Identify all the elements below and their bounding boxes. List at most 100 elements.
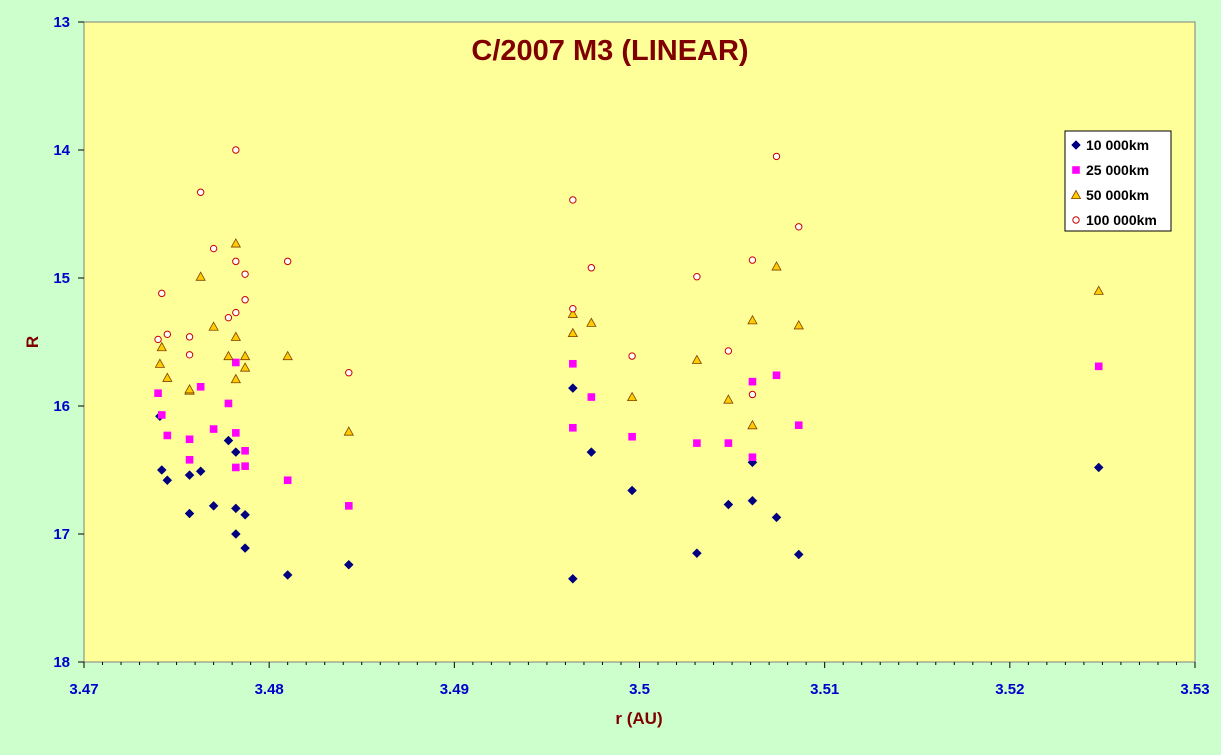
series-2	[154, 238, 1104, 436]
data-point	[230, 529, 241, 539]
x-tick-label: 3.47	[69, 681, 98, 698]
data-point	[196, 383, 205, 391]
x-tick-label: 3.53	[1180, 681, 1209, 698]
data-point	[771, 512, 782, 523]
y-tick-label: 17	[53, 526, 70, 543]
data-point	[184, 384, 195, 394]
y-axis-title: R	[23, 336, 42, 348]
data-point	[772, 152, 781, 161]
data-point	[241, 447, 249, 455]
data-point	[1094, 362, 1103, 371]
data-point	[209, 425, 218, 433]
x-tick-label: 3.51	[810, 681, 839, 698]
data-point	[232, 358, 240, 367]
x-tick-label: 3.48	[255, 681, 284, 698]
data-point	[282, 570, 293, 580]
data-point	[184, 508, 195, 519]
x-axis-title: r (AU)	[615, 709, 662, 728]
x-tick-label: 3.52	[995, 681, 1024, 698]
data-point	[282, 350, 293, 361]
data-point	[1093, 285, 1104, 295]
data-point	[195, 466, 206, 477]
data-point	[196, 188, 205, 196]
data-point	[241, 296, 249, 304]
data-point	[772, 371, 781, 380]
data-point	[692, 548, 702, 559]
data-point	[567, 327, 579, 338]
legend-label: 25 000km	[1086, 162, 1149, 178]
data-point	[567, 573, 578, 584]
data-point	[224, 313, 233, 322]
axis-ticks: 3.47 3.48 3.49 3.5 3.51 3.52 3.53 13 14 15 16 17 18	[53, 14, 1209, 698]
legend: 10 000km 25 000km 50 000km 100 000km	[1064, 130, 1172, 232]
data-point	[283, 257, 292, 266]
data-point	[223, 435, 234, 446]
data-point	[748, 453, 757, 461]
data-point	[185, 435, 194, 444]
data-point	[794, 421, 803, 429]
data-point	[586, 447, 597, 457]
data-point	[223, 350, 234, 361]
data-point	[586, 317, 597, 327]
data-point	[283, 476, 292, 485]
data-point	[154, 335, 162, 344]
data-point	[693, 273, 701, 281]
data-point	[747, 314, 758, 325]
data-point	[224, 399, 233, 408]
data-point	[230, 503, 241, 514]
y-tick-label: 16	[53, 398, 70, 415]
data-point	[154, 358, 166, 368]
data-point	[793, 320, 804, 330]
data-point	[627, 485, 637, 496]
data-point	[156, 341, 167, 352]
chart-title: C/2007 M3 (LINEAR)	[471, 35, 748, 67]
data-point	[240, 509, 250, 520]
data-point	[1093, 462, 1104, 473]
legend-marker	[1072, 166, 1080, 174]
data-point	[748, 377, 757, 386]
data-point	[569, 196, 577, 204]
data-point	[208, 321, 219, 331]
legend-marker	[1072, 216, 1080, 224]
y-tick-label: 18	[53, 654, 70, 671]
data-point	[747, 495, 758, 506]
x-tick-label: 3.49	[440, 681, 469, 698]
data-point	[232, 257, 240, 266]
data-points	[154, 146, 1104, 584]
data-point	[795, 223, 803, 231]
series-0	[155, 383, 1104, 584]
data-point	[747, 419, 758, 430]
data-point	[724, 439, 733, 447]
legend-label: 100 000km	[1086, 212, 1157, 228]
data-point	[567, 308, 579, 318]
data-point	[343, 426, 354, 436]
data-point	[241, 270, 249, 278]
legend-marker	[1071, 140, 1081, 150]
data-point	[239, 350, 251, 361]
data-point	[239, 362, 251, 372]
legend-label: 10 000km	[1086, 137, 1149, 153]
data-point	[569, 423, 577, 432]
y-tick-label: 14	[53, 142, 70, 159]
data-point	[154, 389, 162, 397]
data-point	[240, 543, 250, 553]
data-point	[569, 305, 577, 313]
data-point	[163, 431, 172, 440]
series-1	[154, 358, 1103, 510]
legend-marker	[1070, 189, 1082, 200]
data-point	[723, 394, 734, 404]
data-point	[162, 372, 173, 382]
legend-box	[1064, 130, 1172, 232]
data-point	[628, 352, 636, 360]
x-tick-label: 3.5	[629, 681, 650, 698]
data-point	[587, 393, 596, 401]
data-point	[208, 500, 219, 511]
data-point	[230, 238, 242, 248]
data-point	[344, 502, 353, 510]
data-point	[345, 369, 353, 377]
data-point	[241, 462, 249, 470]
data-point	[209, 244, 218, 253]
data-point	[185, 333, 194, 341]
data-point	[587, 264, 596, 272]
